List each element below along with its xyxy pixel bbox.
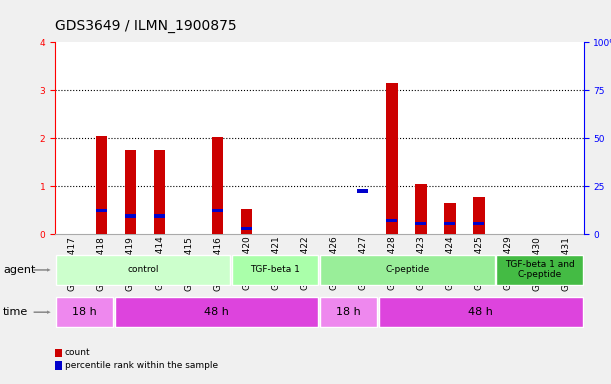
Bar xyxy=(444,222,455,225)
Bar xyxy=(474,222,485,225)
Text: count: count xyxy=(65,348,90,358)
Bar xyxy=(241,227,252,230)
Bar xyxy=(386,219,397,222)
Bar xyxy=(320,255,494,285)
Text: GDS3649 / ILMN_1900875: GDS3649 / ILMN_1900875 xyxy=(55,19,236,33)
Bar xyxy=(154,150,166,234)
Text: TGF-beta 1: TGF-beta 1 xyxy=(251,265,300,274)
Text: 18 h: 18 h xyxy=(72,307,97,317)
Text: 48 h: 48 h xyxy=(204,307,229,317)
Text: time: time xyxy=(3,307,28,317)
Bar xyxy=(96,209,107,212)
Bar xyxy=(212,137,224,234)
Bar xyxy=(212,209,223,212)
Text: TGF-beta 1 and
C-peptide: TGF-beta 1 and C-peptide xyxy=(505,260,574,280)
Bar xyxy=(357,189,368,193)
Bar xyxy=(56,297,113,327)
Bar xyxy=(320,297,377,327)
Bar xyxy=(415,222,426,225)
Bar xyxy=(444,203,456,234)
Text: percentile rank within the sample: percentile rank within the sample xyxy=(65,361,218,370)
Bar xyxy=(232,255,318,285)
Text: agent: agent xyxy=(3,265,35,275)
Bar xyxy=(415,184,426,234)
Bar xyxy=(241,209,252,234)
Text: 48 h: 48 h xyxy=(468,307,493,317)
Bar xyxy=(473,197,485,234)
Text: 18 h: 18 h xyxy=(336,307,361,317)
Bar xyxy=(379,297,583,327)
Text: control: control xyxy=(127,265,159,274)
Bar xyxy=(56,255,230,285)
Bar xyxy=(115,297,318,327)
Bar xyxy=(496,255,583,285)
Bar xyxy=(96,136,108,234)
Bar xyxy=(386,83,398,234)
Bar xyxy=(154,214,165,218)
Bar xyxy=(125,150,136,234)
Text: C-peptide: C-peptide xyxy=(385,265,430,274)
Bar xyxy=(125,214,136,218)
